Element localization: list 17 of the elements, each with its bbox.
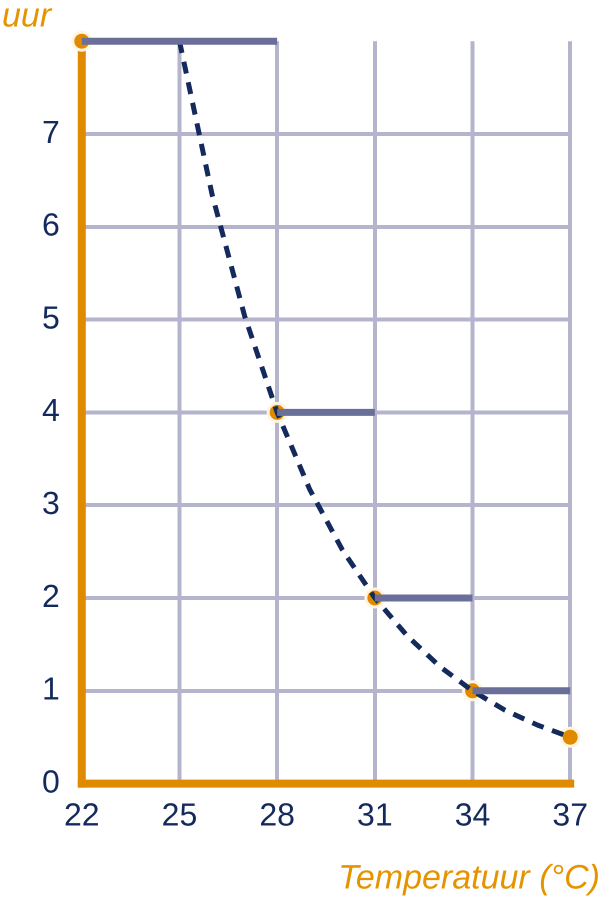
y-tick-label: 7 <box>42 114 60 150</box>
y-tick-label: 3 <box>42 485 60 522</box>
y-tick-label: 4 <box>42 392 60 428</box>
x-tick-label: 31 <box>357 796 393 833</box>
point <box>560 726 581 748</box>
y-tick-label: 2 <box>42 578 60 614</box>
y-tick-label: 5 <box>42 299 60 336</box>
x-tick-label: 37 <box>552 796 588 833</box>
x-tick-label: 28 <box>259 796 295 833</box>
y-tick-label: 6 <box>42 206 60 243</box>
x-tick-label: 25 <box>162 796 198 833</box>
x-tick-label: 34 <box>454 796 490 833</box>
y-tick-label: 0 <box>42 763 60 800</box>
y-axis-title: uur <box>2 0 53 34</box>
x-tick-label: 22 <box>64 796 100 833</box>
y-tick-label: 1 <box>42 670 60 707</box>
x-axis-title: Temperatuur (°C) <box>338 858 600 896</box>
